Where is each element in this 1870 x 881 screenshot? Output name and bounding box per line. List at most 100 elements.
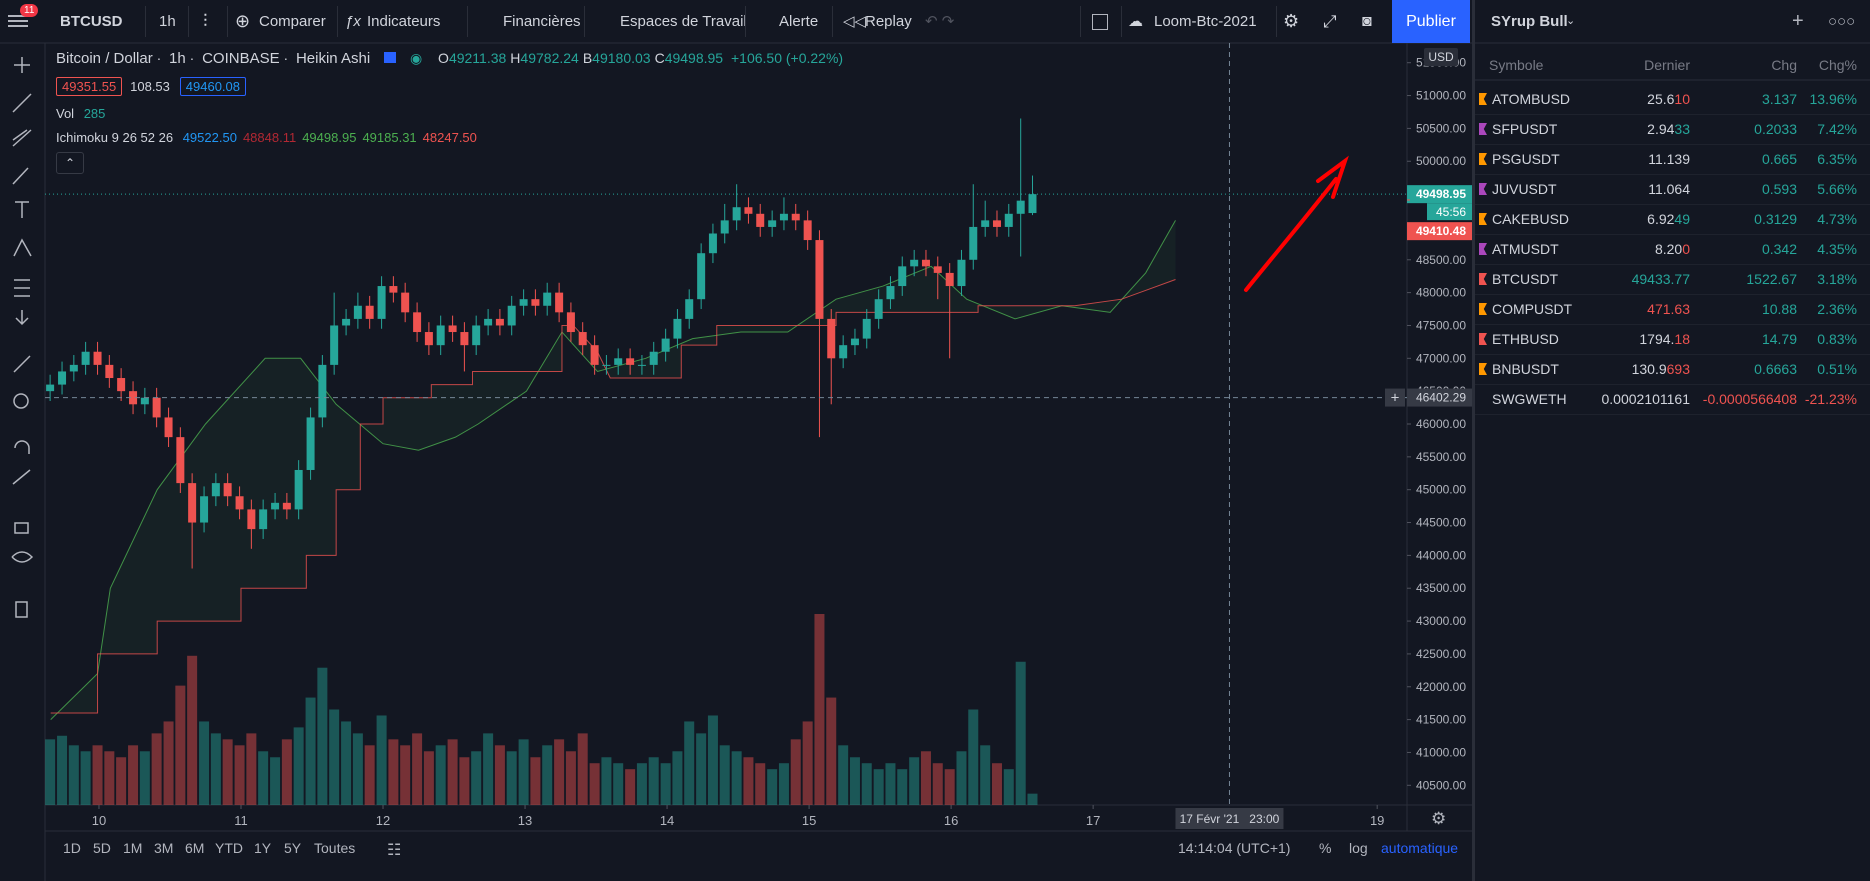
ichimoku-value: 48247.50 bbox=[422, 130, 477, 145]
date-range-icon[interactable]: ☷ bbox=[387, 842, 402, 859]
volume-bar bbox=[980, 745, 991, 805]
replay-icon[interactable]: ◁◁ bbox=[843, 13, 867, 30]
add-symbol[interactable]: + bbox=[1792, 10, 1804, 32]
flag bbox=[1479, 123, 1487, 135]
flag bbox=[1479, 363, 1487, 375]
candle-body bbox=[507, 305, 516, 326]
watch-row[interactable]: COMPUSDT 471.63 10.88 2.36% bbox=[1475, 294, 1870, 325]
range-button[interactable]: 3M bbox=[154, 840, 174, 856]
chart-type-icon[interactable]: ⫶ bbox=[203, 11, 208, 31]
watch-row[interactable]: SFPUSDT 2.9433 0.2033 7.42% bbox=[1475, 114, 1870, 145]
watch-row[interactable]: PSGUSDT 11.139 0.665 6.35% bbox=[1475, 144, 1870, 175]
drawing-tools[interactable] bbox=[11, 57, 34, 618]
candle-body bbox=[578, 332, 587, 346]
settings-icon[interactable]: ⚙ bbox=[1283, 11, 1300, 31]
countdown-tag bbox=[1427, 203, 1472, 221]
flag bbox=[1479, 153, 1487, 165]
chg: 14.79 bbox=[1761, 331, 1797, 347]
last: 11.139 bbox=[1648, 144, 1690, 174]
candle-body bbox=[223, 483, 232, 497]
ichimoku-value: 49498.95 bbox=[302, 130, 357, 145]
volume-bar bbox=[518, 739, 529, 805]
candle-body bbox=[933, 266, 942, 273]
range-button[interactable]: 5Y bbox=[284, 840, 302, 856]
flag-icon bbox=[384, 52, 397, 63]
last-part: 10 bbox=[1674, 91, 1690, 107]
watch-row[interactable]: SWGWETH 0.0002101161 -0.0000566408 -21.23% bbox=[1475, 384, 1870, 415]
watch-row[interactable]: ATOMBUSD 25.610 3.137 13.96% bbox=[1475, 84, 1870, 115]
watch-row[interactable]: BNBUSDT 130.9693 0.6663 0.51% bbox=[1475, 354, 1870, 385]
x-tick-label: 12 bbox=[376, 813, 390, 828]
volume-bar bbox=[625, 769, 636, 805]
auto-toggle[interactable]: automatique bbox=[1381, 840, 1459, 856]
last-part: 130.9 bbox=[1631, 361, 1667, 377]
y-tick-label: 44500.00 bbox=[1416, 516, 1466, 530]
interval[interactable]: 1h bbox=[159, 13, 176, 30]
volume-bar bbox=[175, 685, 186, 805]
legend-main: Bitcoin / Dollar · 1h · COINBASE · Heiki… bbox=[56, 50, 844, 67]
last-part: 2.94 bbox=[1647, 121, 1675, 137]
candle-body bbox=[566, 312, 575, 333]
watch-row[interactable]: BTCUSDT 49433.77 1522.67 3.18% bbox=[1475, 264, 1870, 295]
financials-button[interactable]: Financières bbox=[503, 13, 581, 30]
volume-bar bbox=[1003, 769, 1014, 805]
candle-body bbox=[779, 213, 788, 221]
indicators-button[interactable]: Indicateurs bbox=[367, 13, 441, 30]
watch-row[interactable]: ETHBUSD 1794.18 14.79 0.83% bbox=[1475, 324, 1870, 355]
replay-button[interactable]: Replay bbox=[865, 13, 912, 30]
range-button[interactable]: 1Y bbox=[254, 840, 272, 856]
cloud-icon[interactable]: ☁ bbox=[1128, 13, 1143, 30]
separator bbox=[1276, 6, 1277, 37]
alert-button[interactable]: Alerte bbox=[779, 13, 819, 30]
menu-icon[interactable] bbox=[8, 12, 28, 32]
symbol[interactable]: BTCUSD bbox=[60, 13, 123, 30]
watch-row[interactable]: JUVUSDT 11.064 0.593 5.66% bbox=[1475, 174, 1870, 205]
percent-toggle[interactable]: % bbox=[1319, 840, 1332, 856]
indicators-icon[interactable]: ƒx bbox=[345, 13, 361, 30]
more-menu[interactable]: ○○○ bbox=[1828, 13, 1856, 30]
watchlist-title[interactable]: SYrup Bull bbox=[1491, 13, 1568, 30]
volume-bar bbox=[151, 733, 162, 805]
range-button[interactable]: 6M bbox=[185, 840, 205, 856]
candle-body bbox=[424, 332, 433, 346]
workspaces-button[interactable]: Espaces de Travail bbox=[620, 13, 747, 30]
watch-row[interactable]: ATMUSDT 8.200 0.342 4.35% bbox=[1475, 234, 1870, 265]
ichimoku-cloud bbox=[50, 220, 1176, 720]
compare-button[interactable]: Comparer bbox=[259, 13, 326, 30]
chg-pct: 7.42% bbox=[1817, 121, 1857, 137]
prev-price-tag bbox=[1407, 222, 1472, 241]
candle-body bbox=[827, 318, 836, 359]
range-button[interactable]: 5D bbox=[93, 840, 111, 856]
volume-bar bbox=[258, 751, 269, 805]
axis-settings[interactable]: ⚙ bbox=[1431, 809, 1447, 828]
layout-name[interactable]: Loom-Btc-2021 bbox=[1154, 13, 1257, 30]
candle-body bbox=[649, 351, 658, 365]
compare-icon[interactable]: ⊕ bbox=[235, 11, 251, 31]
ohlc: O49211.38 H49782.24 B49180.03 C49498.95 bbox=[438, 50, 727, 66]
expand-icon[interactable]: ⤢ bbox=[1323, 12, 1337, 31]
publish-button[interactable]: Publier bbox=[1392, 0, 1470, 43]
watch-row[interactable]: CAKEBUSD 6.9249 0.3129 4.73% bbox=[1475, 204, 1870, 235]
collapse-legend[interactable]: ⌃ bbox=[56, 152, 84, 174]
notification-badge: 11 bbox=[20, 4, 39, 17]
range-button[interactable]: YTD bbox=[215, 840, 243, 856]
candle-body bbox=[211, 483, 220, 497]
candle-body bbox=[105, 364, 114, 379]
log-toggle[interactable]: log bbox=[1349, 840, 1368, 856]
volume-bar bbox=[542, 745, 553, 805]
fullscreen-box-icon[interactable] bbox=[1092, 14, 1108, 30]
last: 0.0002101161 bbox=[1602, 384, 1691, 414]
range-button[interactable]: Toutes bbox=[314, 840, 356, 856]
flag bbox=[1479, 303, 1487, 315]
snapshot-icon[interactable]: ◙ bbox=[1362, 13, 1372, 30]
volume-bar bbox=[435, 745, 446, 805]
range-button[interactable]: 1D bbox=[63, 840, 81, 856]
undo-redo[interactable]: ↶ ↷ bbox=[925, 13, 955, 30]
flag bbox=[1479, 273, 1487, 285]
volume-bar bbox=[341, 721, 352, 805]
countdown: 45:56 bbox=[1436, 205, 1466, 219]
symbol: PSGUSDT bbox=[1492, 151, 1560, 167]
candle-body bbox=[590, 345, 599, 365]
range-button[interactable]: 1M bbox=[123, 840, 143, 856]
watchlist-dropdown[interactable]: ⌄ bbox=[1566, 15, 1576, 27]
